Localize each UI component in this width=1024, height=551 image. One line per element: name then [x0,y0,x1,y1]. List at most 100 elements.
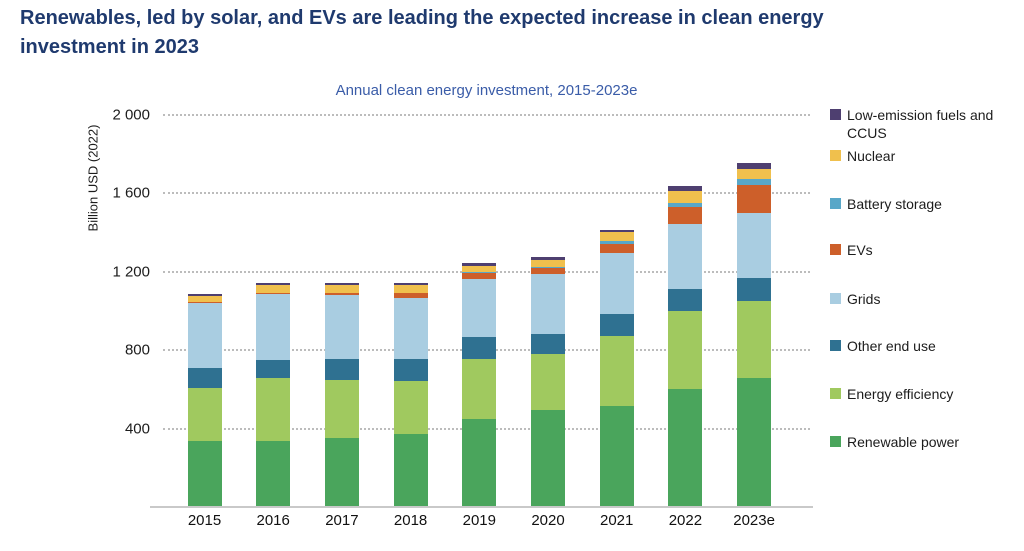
bar-segment-other-end-use-2019 [462,336,497,360]
x-tick-label-2020: 2020 [531,512,565,529]
bar-segment-evs-2017 [324,293,359,295]
bar-segment-battery-storage-2022 [668,202,703,207]
x-tick-label-2018: 2018 [393,512,428,529]
bar-segment-other-end-use-2017 [324,358,359,381]
bar-segment-energy-efficiency-2018 [393,380,428,434]
bar-segment-evs-2018 [393,293,428,298]
x-tick-label-2022: 2022 [668,512,703,529]
bar-segment-evs-2019 [462,273,497,279]
legend-label-nuclear: Nuclear [847,148,896,164]
bar-segment-energy-efficiency-2017 [324,380,359,439]
legend-swatch-evs-icon [830,244,841,255]
bar-segment-evs-2021 [599,243,634,254]
bar-segment-battery-storage-2019 [462,272,497,274]
legend-label-evs: EVs [847,242,873,258]
legend-item-low-emission-fuels-and-ccus: Low-emission fuels and CCUS [830,107,997,142]
x-tick-label-2015: 2015 [187,512,222,529]
bar-segment-grids-2015 [187,302,222,368]
bar-segment-low-emission-fuels-and-ccus-2019 [462,263,497,266]
bar-segment-other-end-use-2018 [393,359,428,381]
bar-segment-renewable-power-2023e [737,378,772,506]
legend-swatch-other-end-use-icon [830,340,841,351]
legend-swatch-energy-efficiency-icon [830,388,841,399]
bar-segment-nuclear-2015 [187,295,222,302]
bar-segment-battery-storage-2023e [737,178,772,186]
bar-2019 [462,263,497,506]
bar-segment-other-end-use-2016 [256,360,291,379]
x-axis-line [150,506,813,508]
legend-item-battery-storage: Battery storage [830,196,997,214]
bar-segment-nuclear-2021 [599,231,634,241]
bar-segment-grids-2019 [462,278,497,337]
legend-label-renewable-power: Renewable power [847,434,960,450]
bar-2016 [256,282,291,506]
bar-segment-nuclear-2020 [531,259,565,268]
bar-2023e [737,163,772,506]
bar-segment-other-end-use-2015 [187,367,222,389]
y-tick-label-1200: 1 200 [112,263,150,281]
bar-segment-renewable-power-2020 [531,410,565,506]
legend-item-renewable-power: Renewable power [830,434,997,452]
bar-segment-nuclear-2019 [462,265,497,273]
gridline-1600 [163,192,810,195]
bar-segment-other-end-use-2021 [599,314,634,337]
bar-segment-renewable-power-2017 [324,438,359,506]
bar-segment-other-end-use-2020 [531,333,565,354]
legend-item-nuclear: Nuclear [830,148,997,166]
x-tick-label-2019: 2019 [462,512,496,529]
y-tick-label-400: 400 [124,420,150,438]
bar-segment-energy-efficiency-2022 [668,311,703,390]
bar-segment-other-end-use-2022 [668,289,703,312]
legend-label-grids: Grids [847,291,881,307]
legend-swatch-battery-storage-icon [830,198,841,209]
bar-segment-nuclear-2018 [393,285,428,293]
gridline-2000 [163,114,810,116]
bar-segment-energy-efficiency-2021 [599,336,634,407]
bar-segment-renewable-power-2015 [187,441,222,506]
bar-segment-grids-2022 [668,223,703,290]
page-title: Renewables, led by solar, and EVs are le… [20,7,824,58]
bar-segment-low-emission-fuels-and-ccus-2015 [187,293,222,296]
legend-swatch-low-emission-fuels-and-ccus-icon [830,109,841,120]
bar-segment-nuclear-2022 [668,190,703,203]
bar-2021 [599,229,634,506]
bar-segment-grids-2020 [531,274,565,334]
bar-2017 [324,283,359,506]
bar-segment-renewable-power-2022 [668,389,703,506]
bar-segment-low-emission-fuels-and-ccus-2017 [324,283,359,285]
bar-segment-evs-2022 [668,206,703,224]
legend-item-other-end-use: Other end use [830,338,997,356]
bar-segment-energy-efficiency-2020 [531,353,565,411]
bar-2015 [187,293,222,506]
bar-segment-other-end-use-2023e [737,277,772,302]
bar-2018 [393,283,428,506]
bar-segment-low-emission-fuels-and-ccus-2020 [531,257,565,260]
bar-segment-evs-2023e [737,185,772,214]
legend-swatch-renewable-power-icon [830,436,841,447]
bar-segment-low-emission-fuels-and-ccus-2022 [668,186,703,191]
legend-swatch-grids-icon [830,293,841,304]
bar-segment-battery-storage-2020 [531,267,565,269]
y-axis-title: Billion USD (2022) [85,124,101,232]
bar-segment-low-emission-fuels-and-ccus-2016 [256,282,291,285]
bar-segment-renewable-power-2021 [599,406,634,506]
bar-2020 [531,257,565,506]
bar-segment-energy-efficiency-2019 [462,359,497,419]
bar-segment-evs-2020 [531,268,565,275]
bar-segment-battery-storage-2021 [599,240,634,244]
bar-segment-grids-2017 [324,294,359,359]
bar-segment-low-emission-fuels-and-ccus-2018 [393,283,428,286]
legend-swatch-nuclear-icon [830,150,841,161]
legend-label-other-end-use: Other end use [847,338,936,354]
x-tick-label-2023e: 2023e [733,512,775,529]
bar-segment-renewable-power-2016 [256,441,291,506]
y-tick-label-800: 800 [124,341,150,359]
bar-segment-battery-storage-2018 [393,292,428,294]
bar-segment-nuclear-2017 [324,284,359,293]
y-tick-label-1600: 1 600 [112,184,150,202]
x-tick-label-2017: 2017 [325,512,359,529]
bar-segment-evs-2016 [256,293,291,294]
legend-item-grids: Grids [830,291,997,309]
x-tick-label-2021: 2021 [600,512,634,529]
